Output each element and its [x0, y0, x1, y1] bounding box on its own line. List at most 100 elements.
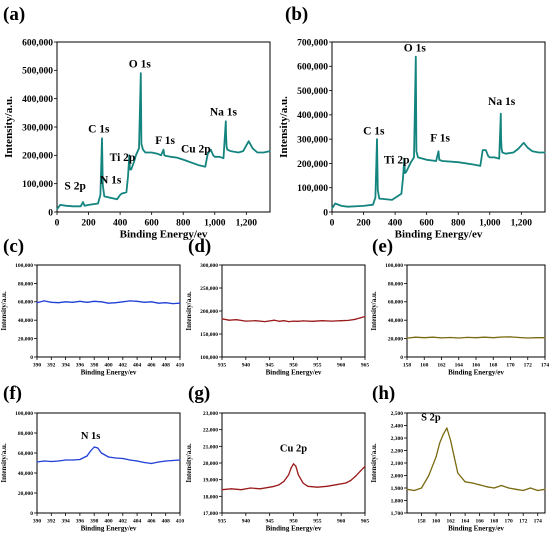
- peak-annotation: F 1s: [430, 133, 450, 145]
- x-tick-label: 410: [176, 519, 185, 525]
- y-tick-label: 18,000: [203, 494, 218, 500]
- data-point: [292, 463, 295, 465]
- x-tick-label: 390: [33, 519, 42, 525]
- chart-f-svg: 390 392 394 396 398 400 402 404 406 408 410 0 20,000…: [0, 411, 185, 533]
- data-point: [432, 336, 434, 338]
- data-point: [135, 154, 137, 156]
- data-point: [449, 439, 452, 442]
- data-point: [535, 337, 537, 339]
- y-tick-label: 400,000: [22, 95, 53, 105]
- x-tick-label: 394: [61, 519, 70, 525]
- x-tick-label: 965: [361, 363, 370, 369]
- data-point: [212, 154, 214, 156]
- data-point: [500, 113, 502, 115]
- peak-annotation: O 1s: [404, 43, 427, 55]
- data-point: [72, 205, 74, 207]
- chart-b-svg: 0 200 400 600 800 1,000 1,200 0 100,000 200,000 30…: [278, 38, 546, 241]
- data-point: [504, 153, 507, 155]
- data-point: [157, 302, 160, 304]
- data-point: [278, 320, 280, 322]
- data-point: [283, 480, 285, 482]
- x-tick-label: 0: [330, 219, 335, 229]
- data-point: [354, 318, 357, 320]
- data-point: [115, 457, 117, 459]
- data-point: [50, 460, 52, 463]
- chart-a-svg: 0 200 400 600 800 1,000 1,200 0 100,000 200,000 30…: [3, 38, 271, 241]
- data-point: [544, 488, 546, 490]
- data-point: [529, 487, 532, 489]
- data-point: [340, 320, 342, 322]
- data-point: [482, 149, 484, 151]
- y-tick-label: 500,000: [297, 87, 328, 97]
- x-tick-label: 600: [420, 219, 435, 229]
- data-point: [466, 336, 468, 339]
- data-point: [538, 151, 540, 154]
- data-point: [43, 460, 45, 462]
- data-point: [446, 427, 448, 429]
- y-tick-label: 2,100: [391, 461, 404, 467]
- data-point: [151, 151, 153, 154]
- data-point: [410, 161, 412, 163]
- data-point: [406, 337, 408, 339]
- x-tick-label: 408: [162, 363, 171, 369]
- data-point: [297, 474, 299, 476]
- data-point: [479, 484, 481, 486]
- data-point: [290, 467, 292, 469]
- data-point: [204, 166, 206, 168]
- x-tick-label: 396: [76, 363, 85, 369]
- x-tick-label: 392: [47, 519, 56, 525]
- data-point: [65, 205, 68, 207]
- data-point: [544, 337, 546, 339]
- data-point: [79, 458, 81, 461]
- data-point: [441, 160, 444, 162]
- y-tick-label: 1,800: [391, 498, 404, 504]
- data-point: [489, 156, 491, 158]
- x-axis-label: Binding Energy/ev: [448, 369, 504, 377]
- data-point: [321, 320, 323, 322]
- y-tick-label: 21,000: [203, 444, 218, 450]
- x-tick-label: 158: [403, 363, 412, 369]
- x-tick-label: 200: [356, 219, 371, 229]
- data-point: [229, 150, 232, 152]
- data-point: [140, 72, 142, 74]
- data-point: [172, 303, 174, 305]
- x-tick-label: 158: [417, 519, 426, 525]
- peak-annotation: Na 1s: [488, 96, 516, 108]
- plot-frame: [406, 264, 546, 358]
- x-tick-label: 960: [337, 519, 346, 525]
- data-point: [292, 320, 295, 322]
- data-point: [453, 456, 455, 458]
- y-tick-label: 80,000: [388, 281, 403, 287]
- peak-annotation: O 1s: [129, 59, 152, 71]
- data-point: [486, 486, 488, 488]
- data-point: [288, 474, 290, 476]
- data-point: [428, 474, 430, 477]
- data-point: [179, 302, 181, 304]
- data-point: [515, 488, 517, 490]
- x-tick-label: 170: [505, 519, 514, 525]
- y-tick-label: 400,000: [297, 111, 328, 121]
- y-tick-label: 60,000: [388, 300, 403, 306]
- data-point: [256, 151, 258, 154]
- data-point: [512, 151, 515, 154]
- data-point: [107, 456, 110, 458]
- data-point: [102, 184, 104, 186]
- x-tick-label: 174: [541, 363, 550, 369]
- data-point: [509, 336, 512, 338]
- data-point: [157, 461, 160, 463]
- data-point: [93, 446, 95, 448]
- x-tick-label: 940: [242, 363, 251, 369]
- panel-label-h: (h): [372, 383, 396, 404]
- data-point: [228, 319, 230, 321]
- data-point: [307, 485, 309, 487]
- data-point: [302, 320, 304, 322]
- data-point: [97, 447, 99, 449]
- data-point: [226, 149, 228, 151]
- data-point: [129, 168, 131, 171]
- y-tick-label: 40,000: [18, 318, 33, 324]
- data-point: [252, 147, 254, 149]
- data-point: [162, 149, 165, 151]
- chart-c: 390 392 394 396 398 400 402 404 406 408 410 0 20,000…: [0, 232, 185, 382]
- data-point: [415, 336, 417, 338]
- data-point: [471, 482, 473, 484]
